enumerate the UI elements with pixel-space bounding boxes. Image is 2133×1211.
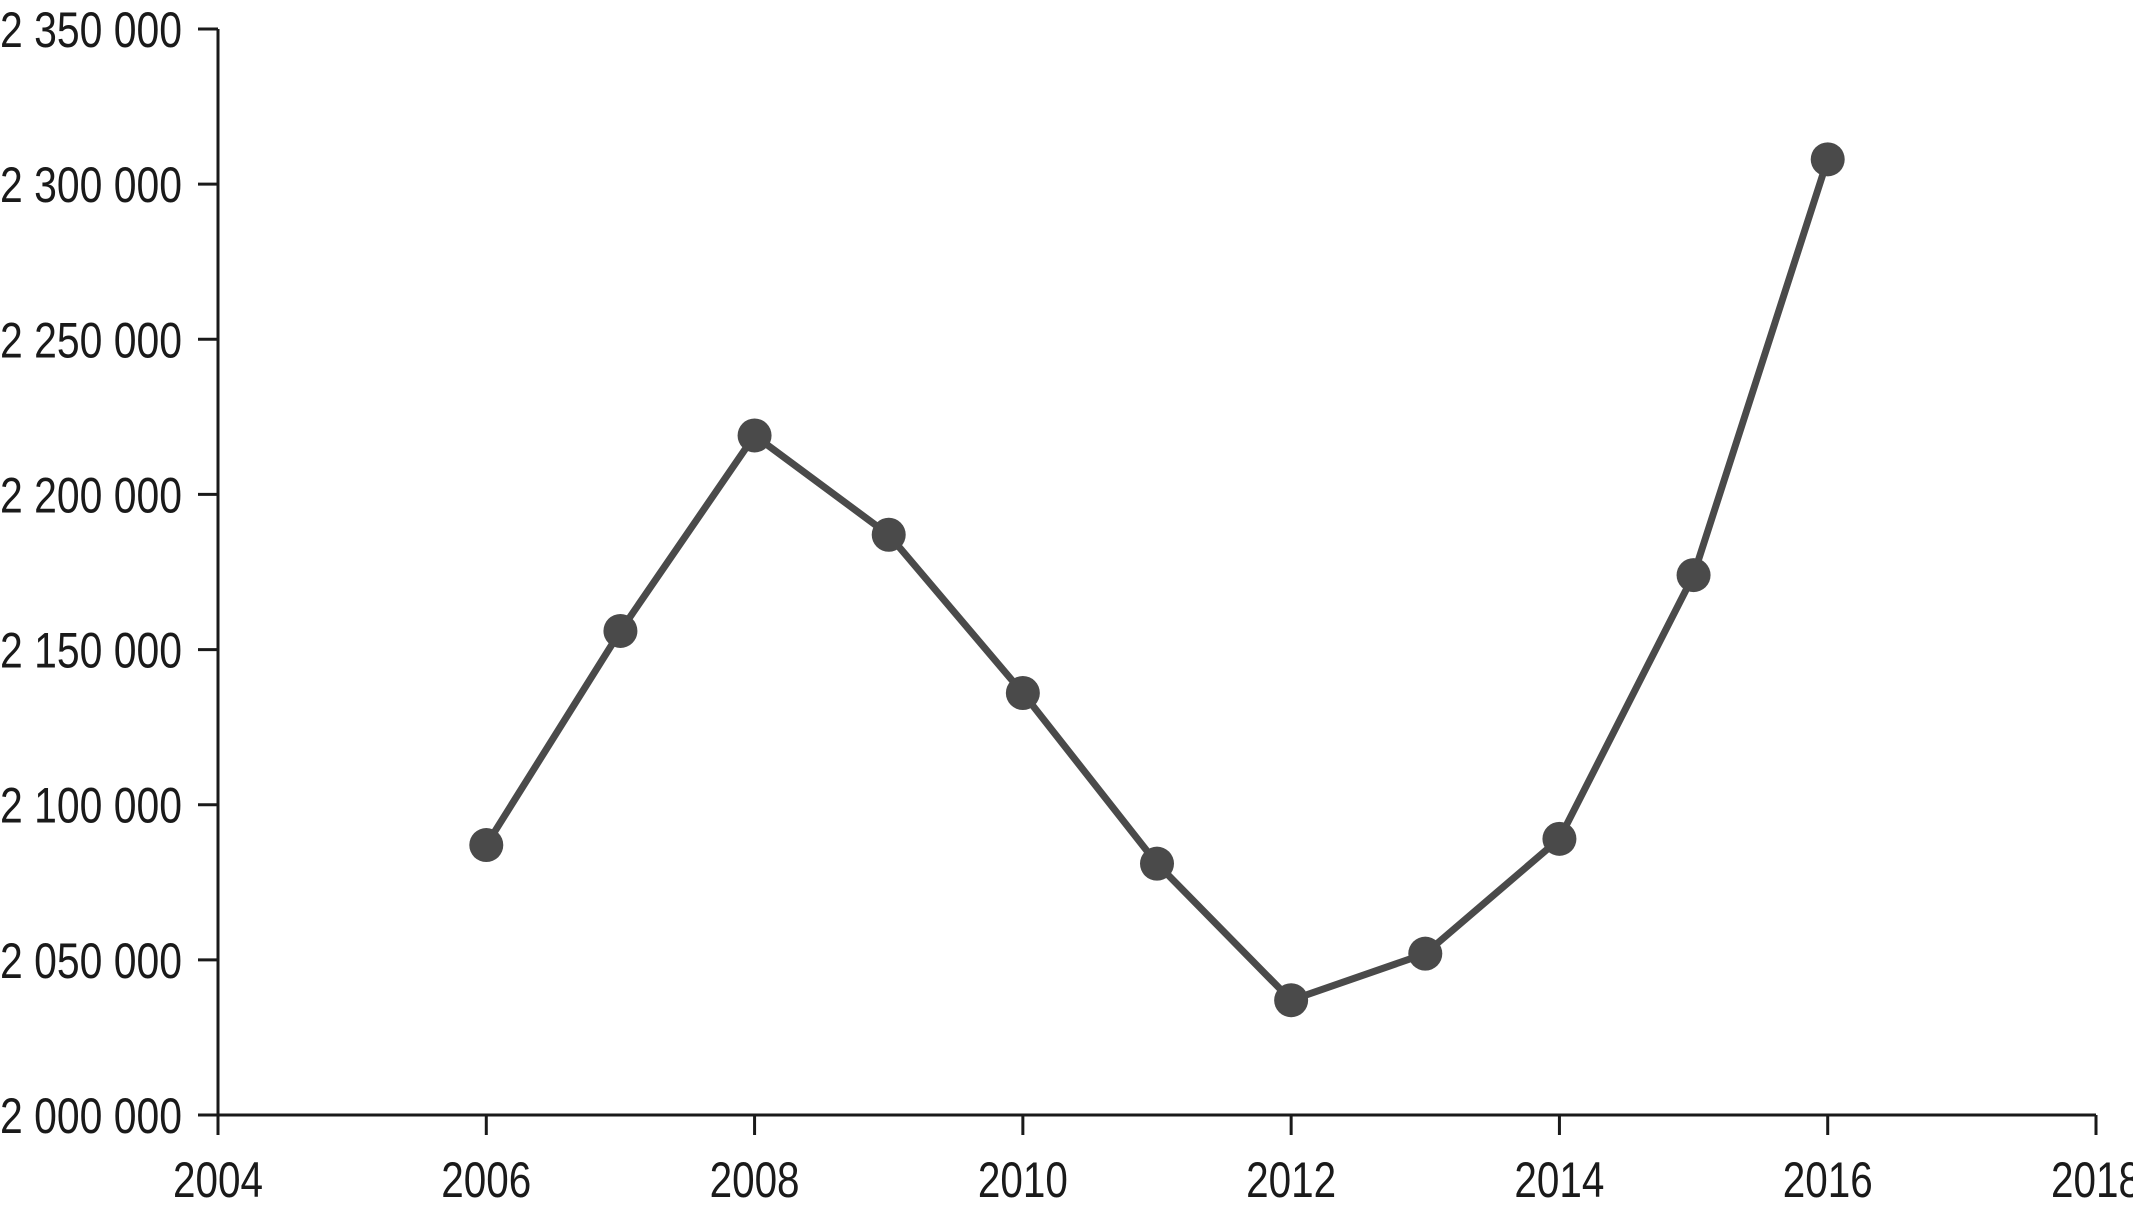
y-tick-label: 2 250 000 [0,312,182,368]
y-tick-label: 2 050 000 [0,933,182,989]
data-point-2011 [1140,846,1174,881]
y-tick-label: 2 200 000 [0,467,182,523]
data-point-2012 [1274,983,1309,1018]
y-tick-label: 2 150 000 [0,623,182,679]
data-point-2014 [1542,821,1577,856]
data-point-2010 [1005,676,1040,711]
y-tick-label: 2 000 000 [0,1088,182,1144]
x-tick-label: 2016 [1783,1152,1873,1208]
data-point-2006 [469,828,504,863]
x-tick-label: 2018 [2051,1152,2133,1208]
data-point-2009 [871,517,906,552]
data-point-2013 [1408,936,1443,971]
x-tick-label: 2014 [1514,1152,1604,1208]
y-tick-label: 2 100 000 [0,778,182,834]
data-point-2016 [1810,142,1845,177]
y-tick-label: 2 300 000 [0,157,182,213]
x-tick-label: 2008 [710,1152,800,1208]
data-point-2007 [603,613,638,648]
x-tick-label: 2006 [441,1152,531,1208]
series [469,142,1845,1018]
x-tick-label: 2010 [978,1152,1068,1208]
data-point-2008 [737,418,772,453]
data-point-2015 [1676,558,1711,593]
x-tick-label: 2004 [173,1152,263,1208]
x-tick-label: 2012 [1246,1152,1336,1208]
y-tick-label: 2 350 000 [0,2,182,58]
